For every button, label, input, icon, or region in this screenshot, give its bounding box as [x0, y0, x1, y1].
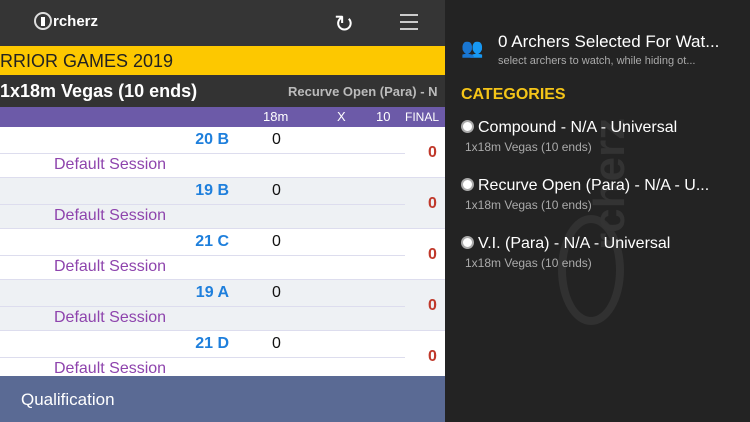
watermark-logo	[558, 215, 624, 325]
target: 20 B	[195, 131, 229, 148]
archerz-logo: rcherz	[34, 12, 98, 30]
session: Default Session	[54, 360, 167, 377]
radio-button[interactable]	[461, 236, 474, 249]
divider	[0, 255, 405, 256]
category-label: Compound - N/A - Universal	[478, 119, 678, 136]
target: 19 B	[195, 182, 229, 199]
results-view: rcherz ↻ RRIOR GAMES 2019 1x18m Vegas (1…	[0, 0, 445, 422]
radio-button[interactable]	[461, 120, 474, 133]
refresh-icon[interactable]: ↻	[334, 11, 355, 38]
top-bar: rcherz ↻	[0, 0, 445, 46]
table-row[interactable]: 19 B 0 Default Session 0	[0, 178, 445, 229]
session: Default Session	[54, 156, 167, 173]
category-label: Recurve Open (Para) - N/A - U...	[478, 177, 710, 194]
final-score: 0	[428, 195, 437, 212]
watch-subtitle: select archers to watch, while hiding ot…	[498, 55, 696, 67]
divider	[0, 306, 405, 307]
people-icon: 👥	[461, 38, 484, 58]
category-item[interactable]: Compound - N/A - Universal 1x18m Vegas (…	[461, 119, 750, 154]
divider	[0, 204, 405, 205]
score-18m: 0	[272, 233, 281, 250]
final-score: 0	[428, 297, 437, 314]
target: 19 A	[195, 284, 229, 301]
category-label: V.I. (Para) - N/A - Universal	[478, 235, 671, 252]
category-item[interactable]: Recurve Open (Para) - N/A - U... 1x18m V…	[461, 177, 750, 212]
score-18m: 0	[272, 182, 281, 199]
score-18m: 0	[272, 335, 281, 352]
logo-text: rcherz	[53, 12, 99, 30]
logo-icon	[34, 12, 52, 30]
score-18m: 0	[272, 131, 281, 148]
table-row[interactable]: 21 D 0 Default Session 0	[0, 331, 445, 382]
table-row[interactable]: 19 A 0 Default Session 0	[0, 280, 445, 331]
session: Default Session	[54, 309, 167, 326]
watch-title[interactable]: 0 Archers Selected For Wat...	[498, 32, 720, 51]
category-item[interactable]: V.I. (Para) - N/A - Universal 1x18m Vega…	[461, 235, 750, 270]
final-score: 0	[428, 246, 437, 263]
score-18m: 0	[272, 284, 281, 301]
divider	[0, 357, 405, 358]
radio-button[interactable]	[461, 178, 474, 191]
categories-heading: CATEGORIES	[461, 86, 566, 103]
col-18m: 18m	[263, 109, 289, 124]
col-final: FINAL	[405, 110, 440, 124]
category-name: Recurve Open (Para) - N	[288, 84, 438, 99]
final-score: 0	[428, 348, 437, 365]
side-panel: rcherz 👥 0 Archers Selected For Wat... s…	[445, 0, 750, 422]
target: 21 C	[195, 233, 229, 250]
category-round: 1x18m Vegas (10 ends)	[465, 198, 592, 212]
session: Default Session	[54, 207, 167, 224]
event-title: RRIOR GAMES 2019	[0, 46, 445, 75]
round-header: 1x18m Vegas (10 ends) Recurve Open (Para…	[0, 75, 445, 107]
col-x: X	[337, 109, 346, 124]
table-row[interactable]: 20 B 0 Default Session 0	[0, 127, 445, 178]
qualification-tab[interactable]: Qualification	[0, 376, 445, 422]
target: 21 D	[195, 335, 229, 352]
final-score: 0	[428, 144, 437, 161]
session: Default Session	[54, 258, 167, 275]
divider	[0, 153, 405, 154]
table-row[interactable]: 21 C 0 Default Session 0	[0, 229, 445, 280]
category-round: 1x18m Vegas (10 ends)	[465, 140, 592, 154]
category-round: 1x18m Vegas (10 ends)	[465, 256, 592, 270]
col-10: 10	[376, 109, 391, 124]
round-name: 1x18m Vegas (10 ends)	[0, 81, 198, 101]
hamburger-icon[interactable]	[400, 14, 418, 35]
column-header: 18m X 10 FINAL	[0, 107, 445, 127]
